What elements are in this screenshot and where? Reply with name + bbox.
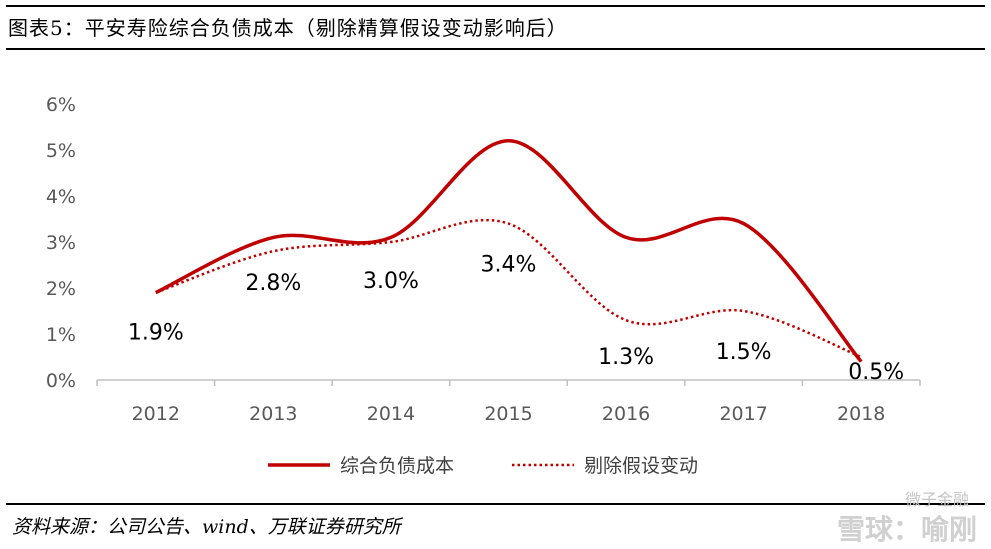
legend-label: 剔除假设变动 — [584, 455, 698, 477]
top-rule — [6, 5, 985, 7]
chart-title: 图表5：平安寿险综合负债成本（剔除精算假设变动影响后） — [8, 16, 568, 40]
data-label: 1.9% — [128, 321, 184, 346]
data-label: 2.8% — [245, 271, 301, 296]
y-tick-label: 6% — [46, 94, 76, 116]
watermark-xueqiu: 雪球：喻刚 — [836, 513, 977, 546]
bottom-rule — [6, 503, 985, 505]
legend: 综合负债成本 剔除假设变动 — [268, 455, 698, 477]
series-line-2 — [155, 218, 862, 359]
y-tick-label: 2% — [46, 278, 76, 300]
legend-label: 综合负债成本 — [340, 455, 454, 477]
title-rule — [6, 48, 985, 50]
x-tick-label: 2012 — [132, 403, 180, 425]
y-tick-label: 0% — [46, 370, 76, 392]
x-tick-label: 2016 — [602, 403, 650, 425]
chart-axes: 2012 2013 2014 2015 2016 2017 2018 0% 1% 2% 3% 4% 5%… — [46, 94, 921, 425]
source-note: 资料来源：公司公告、wind、万联证券研究所 — [12, 516, 401, 538]
watermark-wechat: 微子金融 — [904, 490, 969, 509]
x-tick-label: 2015 — [484, 403, 532, 425]
data-label: 1.3% — [598, 345, 654, 370]
x-tick-label: 2017 — [719, 403, 767, 425]
x-tick-label: 2018 — [837, 403, 885, 425]
data-label: 3.4% — [481, 253, 537, 278]
y-tick-label: 1% — [46, 324, 76, 346]
x-tick-label: 2014 — [367, 403, 415, 425]
data-labels: 1.9% 2.8% 3.0% 3.4% 1.3% 1.5% 0.5% — [128, 253, 904, 385]
data-label: 1.5% — [716, 340, 772, 365]
data-label: 3.0% — [363, 269, 419, 294]
x-tick-label: 2013 — [249, 403, 297, 425]
y-tick-label: 5% — [46, 140, 76, 162]
series-line-1 — [155, 139, 863, 363]
data-label: 0.5% — [848, 360, 904, 385]
y-tick-label: 3% — [46, 232, 76, 254]
chart-lines — [155, 139, 863, 363]
y-tick-label: 4% — [46, 186, 76, 208]
